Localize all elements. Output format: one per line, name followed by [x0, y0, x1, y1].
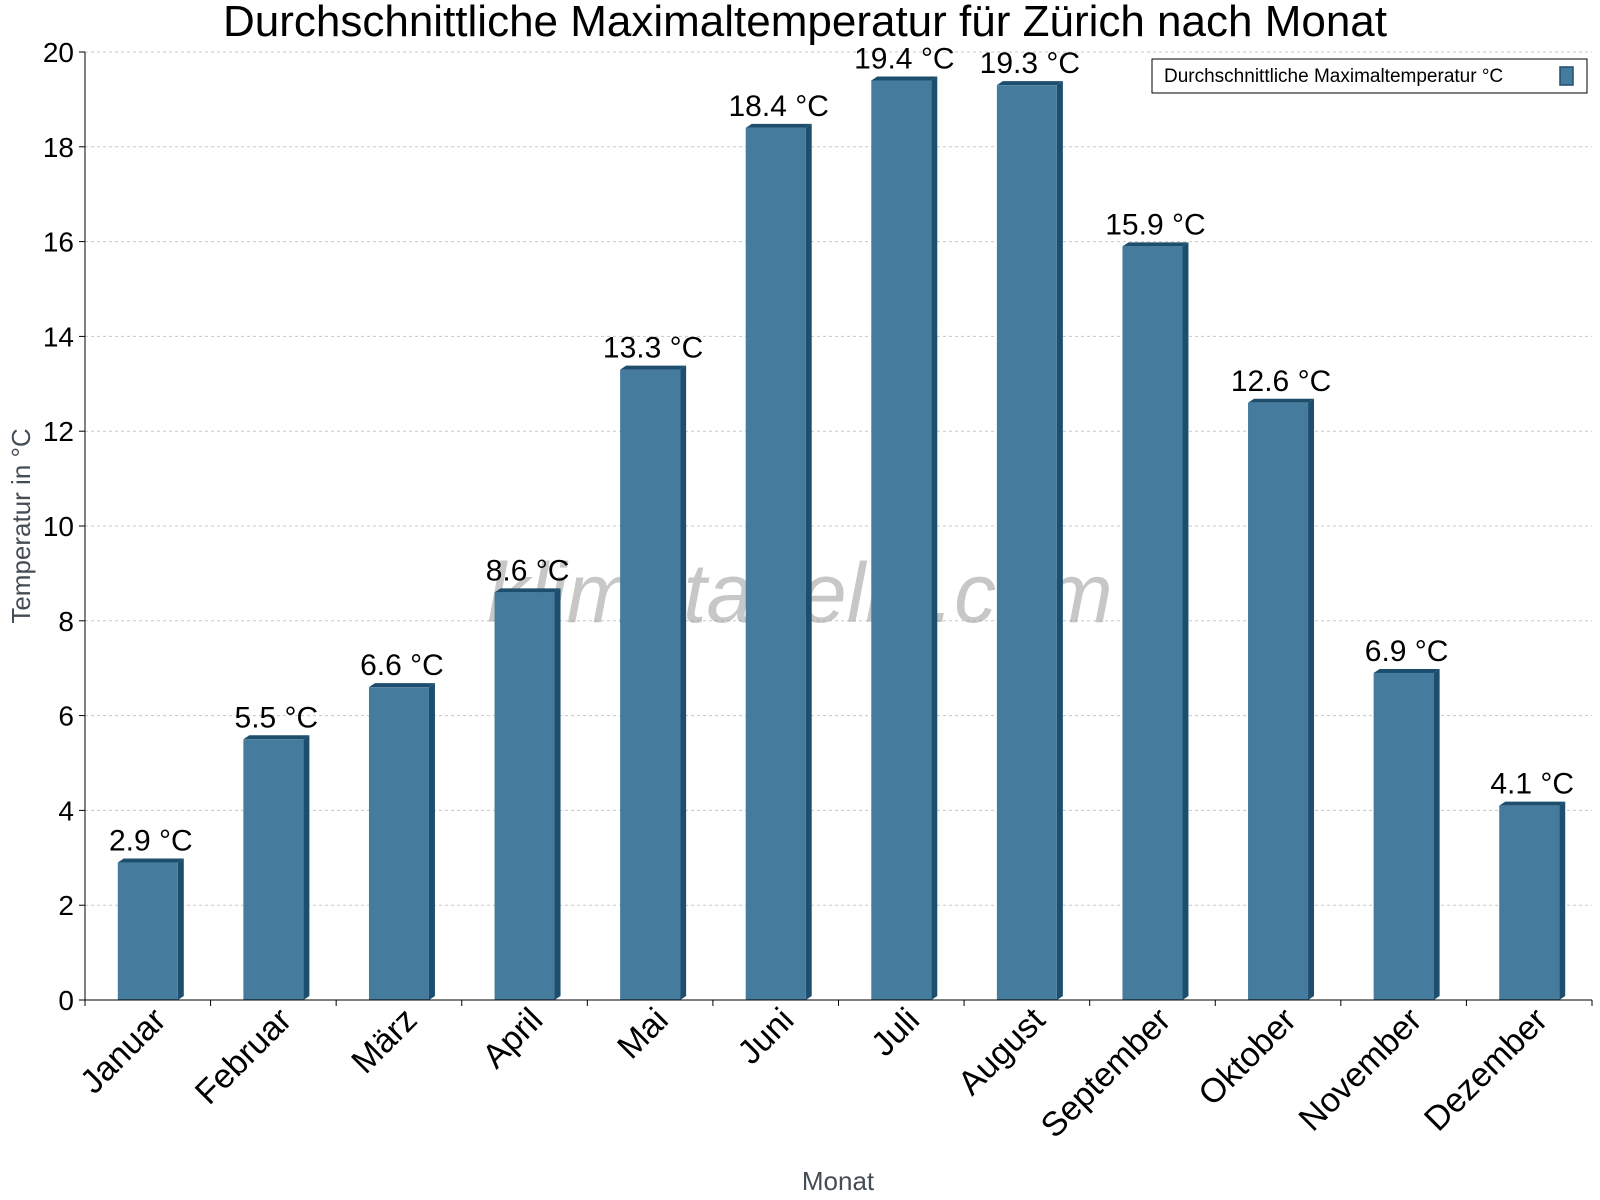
x-tick-label: November — [1292, 1001, 1430, 1139]
y-tick-label: 0 — [58, 985, 74, 1016]
x-tick-label: März — [344, 1001, 424, 1081]
bar-side-september — [1182, 242, 1189, 1001]
y-tick-label: 8 — [58, 606, 74, 637]
y-tick-label: 16 — [43, 227, 74, 258]
y-axis-title: Temperatur in °C — [6, 428, 36, 623]
y-tick-label: 12 — [43, 416, 74, 447]
bar-top-august — [996, 81, 1063, 86]
x-tick-label: Mai — [610, 1001, 676, 1067]
x-tick-label: Juni — [730, 1001, 801, 1072]
bar-mai — [620, 369, 681, 1001]
bar-value-label: 13.3 °C — [603, 332, 703, 365]
bar-value-label: 15.9 °C — [1105, 208, 1205, 241]
x-tick-label: April — [475, 1001, 550, 1076]
bar-value-label: 6.6 °C — [360, 649, 444, 682]
bar-value-label: 18.4 °C — [729, 90, 829, 123]
bar-top-juni — [745, 123, 812, 128]
bar-side-januar — [177, 858, 184, 1000]
y-tick-label: 4 — [58, 795, 74, 826]
y-tick-label: 20 — [43, 37, 74, 68]
y-tick-label: 18 — [43, 132, 74, 163]
bar-top-januar — [117, 858, 184, 863]
bar-juni — [745, 127, 806, 1001]
bar-side-dezember — [1559, 801, 1566, 1000]
bar-value-label: 6.9 °C — [1365, 635, 1449, 668]
bar-value-label: 5.5 °C — [235, 701, 319, 734]
bar-top-februar — [243, 735, 310, 740]
bar-value-label: 4.1 °C — [1490, 768, 1574, 801]
bar-side-mai — [680, 365, 687, 1001]
x-tick-label: Januar — [73, 1001, 173, 1101]
bar-side-februar — [303, 735, 310, 1000]
y-tick-label: 6 — [58, 701, 74, 732]
bar-value-labels: 2.9 °C 5.5 °C 6.6 °C 8.6 °C 13.3 °C 18.4 °C 19… — [109, 42, 1574, 857]
bar-value-label: 8.6 °C — [486, 554, 570, 587]
bar-top-april — [494, 588, 561, 593]
x-axis-ticks: Januar Februar März April Mai Juni Juli AugustS… — [73, 1000, 1593, 1145]
x-tick-label: September — [1034, 1001, 1178, 1145]
legend-swatch — [1559, 66, 1574, 86]
y-tick-label: 10 — [43, 511, 74, 542]
bar-side-april — [554, 588, 561, 1000]
legend-box — [1151, 58, 1588, 94]
legend: Durchschnittliche Maximaltemperatur °C — [1151, 58, 1588, 94]
bar-september — [1122, 246, 1183, 1001]
bar-value-label: 12.6 °C — [1231, 365, 1331, 398]
bar-value-label: 2.9 °C — [109, 825, 193, 858]
bar-top-juli — [871, 76, 938, 81]
x-tick-label: August — [951, 1000, 1053, 1102]
x-tick-label: Februar — [188, 1001, 299, 1112]
bar-januar — [117, 862, 178, 1000]
bar-april — [494, 592, 555, 1000]
bar-top-november — [1373, 668, 1440, 673]
legend-label: Durchschnittliche Maximaltemperatur °C — [1164, 66, 1503, 87]
grid-lines — [85, 51, 1592, 906]
bar-oktober — [1248, 402, 1309, 1000]
x-tick-label: Juli — [864, 1001, 927, 1064]
bar-value-label: 19.4 °C — [854, 42, 954, 75]
x-axis-title: Monat — [802, 1166, 875, 1196]
bar-side-oktober — [1308, 398, 1315, 1000]
chart-title: Durchschnittliche Maximaltemperatur für … — [223, 0, 1387, 46]
bar-side-märz — [428, 683, 435, 1000]
y-axis-ticks: 0 2 4 6 8 10 12 14 16 18 20 — [43, 37, 85, 1016]
bars — [117, 76, 1566, 1001]
x-tick-label: Oktober — [1191, 1001, 1303, 1113]
bar-top-dezember — [1499, 801, 1566, 806]
bar-top-oktober — [1248, 398, 1315, 403]
bar-top-september — [1122, 242, 1189, 247]
bar-juli — [871, 80, 932, 1000]
bar-top-märz — [368, 683, 435, 688]
bar-februar — [243, 739, 304, 1000]
bar-side-juli — [931, 76, 938, 1000]
y-tick-label: 2 — [58, 890, 74, 921]
bar-value-label: 19.3 °C — [980, 47, 1080, 80]
y-tick-label: 14 — [43, 321, 74, 352]
bar-top-mai — [620, 365, 687, 370]
bar-august — [996, 85, 1057, 1001]
bar-side-august — [1056, 81, 1063, 1001]
bar-märz — [368, 687, 429, 1000]
bar-november — [1373, 672, 1434, 1000]
x-tick-label: Dezember — [1417, 1001, 1555, 1139]
bar-side-november — [1433, 668, 1440, 1000]
bar-dezember — [1499, 805, 1560, 1000]
bar-side-juni — [805, 123, 812, 1001]
